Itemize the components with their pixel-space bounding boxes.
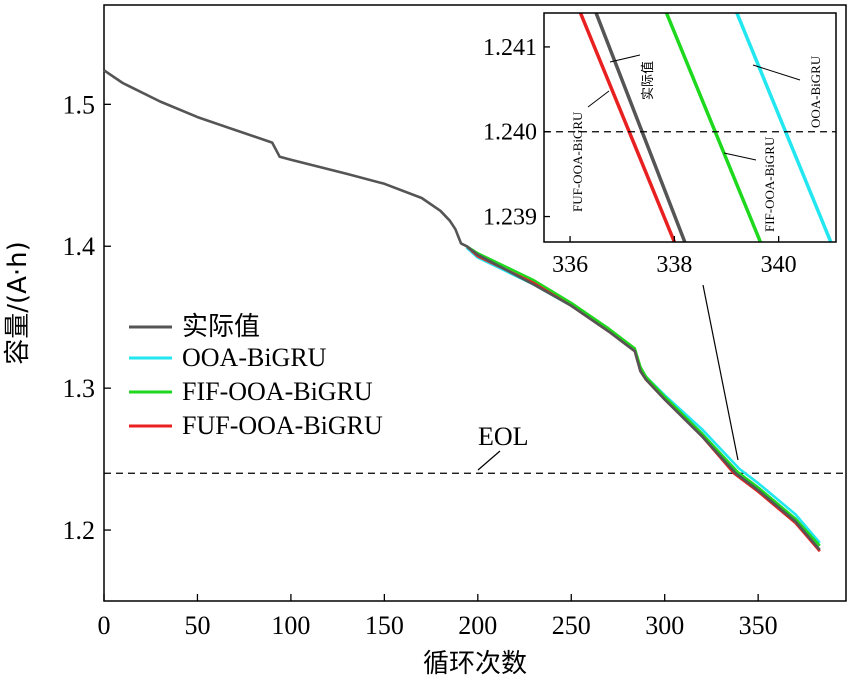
inset-ann-ooa-bigru: OOA-BiGRU xyxy=(808,55,823,128)
series-line-fuf-ooa-bigru xyxy=(465,245,821,553)
inset-series-group xyxy=(578,12,833,243)
inset-x-tick-label: 340 xyxy=(761,252,797,278)
main-series-group xyxy=(103,69,821,553)
inset-frame xyxy=(543,12,837,243)
y-axis-title: 容量/(A·h) xyxy=(3,241,33,365)
inset-pointer-ooa-bigru xyxy=(752,64,801,81)
inset-axis-ticks: 336 338 340 1.239 1.240 1.241 xyxy=(483,35,797,278)
x-tick-label: 350 xyxy=(739,611,778,640)
inset-series-line-fuf-ooa-bigru xyxy=(578,12,677,243)
inset-ann-actual: 实际值 xyxy=(640,61,655,100)
x-tick-label: 150 xyxy=(365,611,404,640)
legend-label-actual: 实际值 xyxy=(182,312,260,341)
x-tick-label: 250 xyxy=(552,611,591,640)
x-tick-label: 0 xyxy=(98,611,111,640)
inset-x-tick-label: 338 xyxy=(656,252,692,278)
series-line-actual xyxy=(103,69,821,551)
inset-pointer-fif-ooa-bigru xyxy=(723,152,757,161)
main-plot-frame xyxy=(103,4,847,602)
y-tick-label: 1.4 xyxy=(63,232,96,261)
inset-series-line-ooa-bigru xyxy=(735,12,833,243)
x-tick-label: 300 xyxy=(645,611,684,640)
y-tick-label: 1.5 xyxy=(63,90,96,119)
eol-annotation-label: EOL xyxy=(478,422,529,451)
inset-ann-fif-ooa-bigru: FIF-OOA-BiGRU xyxy=(762,136,777,232)
x-axis-title: 循环次数 xyxy=(423,649,527,679)
y-tick-label: 1.2 xyxy=(63,516,96,545)
inset-ann-fuf-ooa-bigru: FUF-OOA-BiGRU xyxy=(570,111,585,212)
inset-x-tick-label: 336 xyxy=(552,252,588,278)
legend-label-fuf-ooa-bigru: FUF-OOA-BiGRU xyxy=(182,411,383,440)
series-line-fif-ooa-bigru xyxy=(465,245,821,547)
legend-label-ooa-bigru: OOA-BiGRU xyxy=(182,343,327,372)
inset-annotations: 实际值 OOA-BiGRU FIF-OOA-BiGRU FUF-OOA-BiGR… xyxy=(570,54,823,232)
inset-background xyxy=(544,13,836,242)
eol-annotation-pointer xyxy=(477,450,501,471)
inset-series-line-actual xyxy=(594,12,687,243)
inset-series-line-fif-ooa-bigru xyxy=(664,12,763,243)
x-tick-label: 200 xyxy=(458,611,497,640)
inset-y-tick-label: 1.240 xyxy=(483,120,537,146)
y-tick-label: 1.3 xyxy=(63,374,96,403)
main-axis-ticks: 0 50 100 150 200 250 300 350 1.2 1.3 1.4 1.5 xyxy=(63,90,778,640)
inset-pointer-actual xyxy=(609,54,641,63)
legend-label-fif-ooa-bigru: FIF-OOA-BiGRU xyxy=(182,377,373,406)
x-tick-label: 100 xyxy=(271,611,310,640)
legend: 实际值 OOA-BiGRU FIF-OOA-BiGRU FUF-OOA-BiGR… xyxy=(129,312,383,440)
inset-connector-line xyxy=(702,284,739,461)
inset-pointer-fuf-ooa-bigru xyxy=(587,90,610,108)
x-tick-label: 50 xyxy=(184,611,210,640)
inset-y-tick-label: 1.241 xyxy=(483,35,537,61)
inset-y-tick-label: 1.239 xyxy=(483,205,537,231)
